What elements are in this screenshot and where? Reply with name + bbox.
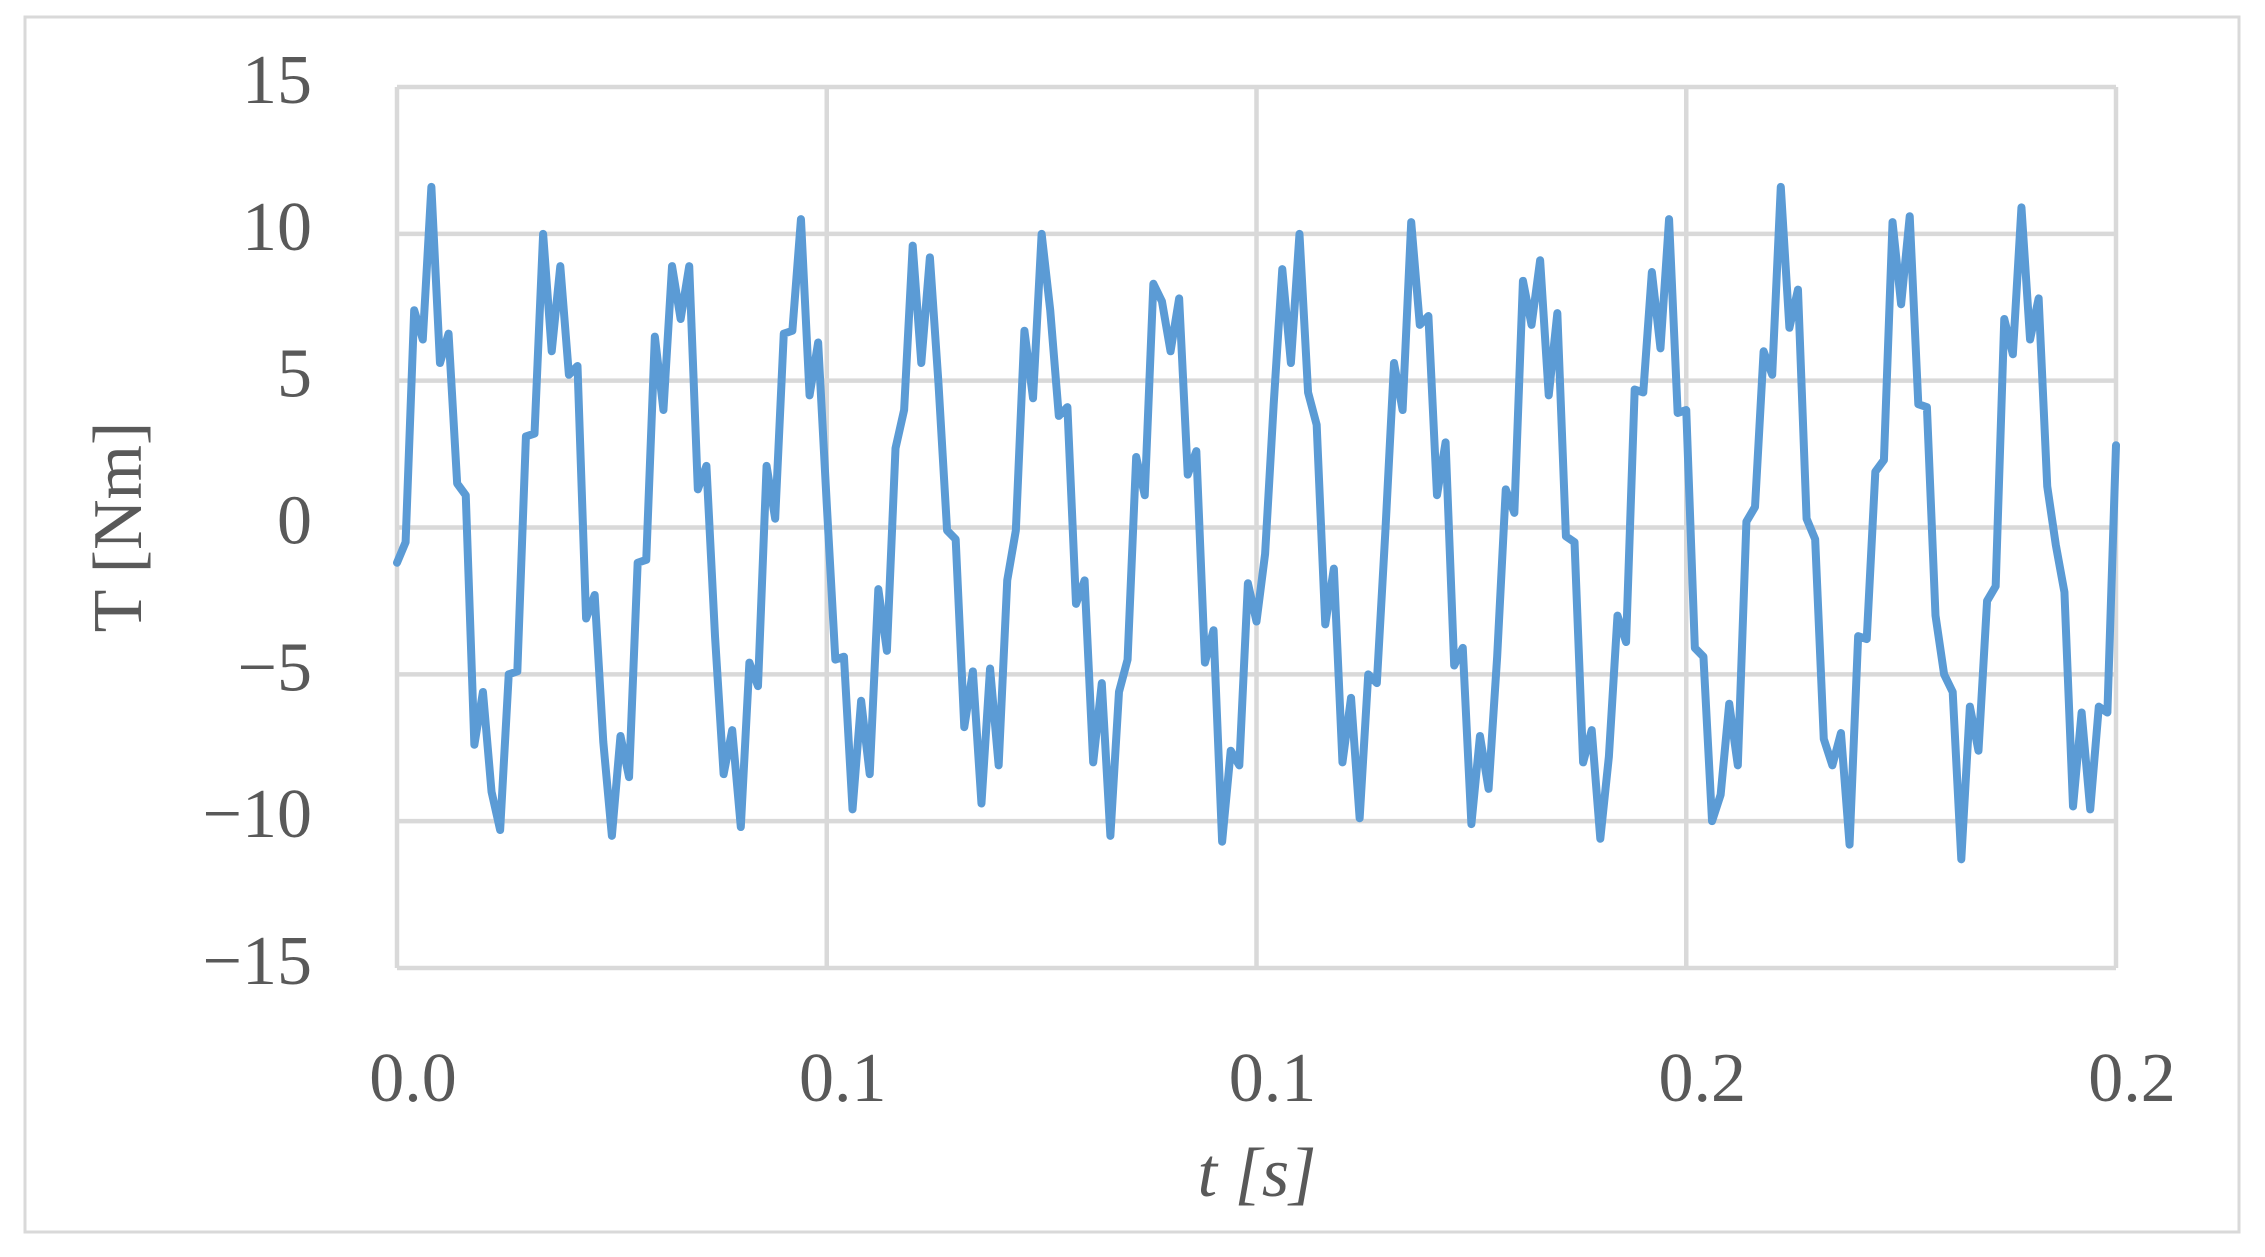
- x-tick-label: 0.2: [2088, 1040, 2176, 1117]
- y-axis-title: T [Nm]: [80, 422, 157, 633]
- y-tick-label: −5: [238, 629, 312, 706]
- y-tick-label: 15: [242, 42, 312, 119]
- x-axis-title: t [s]: [1198, 1135, 1317, 1212]
- y-tick-label: −15: [203, 923, 312, 1000]
- y-tick-label: −10: [203, 776, 312, 853]
- x-tick-label: 0.0: [369, 1040, 457, 1117]
- x-tick-label: 0.1: [1229, 1040, 1317, 1117]
- x-tick-label: 0.2: [1659, 1040, 1747, 1117]
- y-tick-label: 0: [277, 483, 312, 560]
- data-line: [393, 182, 2120, 864]
- x-tick-label: 0.1: [799, 1040, 887, 1117]
- y-tick-label: 5: [277, 336, 312, 413]
- y-tick-label: 10: [242, 189, 312, 266]
